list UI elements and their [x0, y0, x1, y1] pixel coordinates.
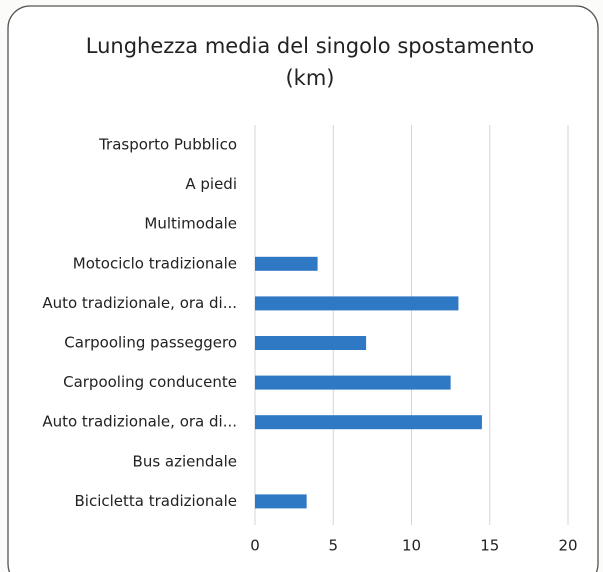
y-tick-label: Bicicletta tradizionale [75, 492, 237, 510]
x-tick-label: 0 [250, 537, 260, 555]
y-tick-label: Motociclo tradizionale [73, 254, 237, 272]
y-tick-label: Carpooling passeggero [64, 334, 237, 352]
x-tick-label: 5 [328, 537, 338, 555]
y-tick-label: A piedi [185, 175, 237, 193]
x-tick-label: 10 [402, 537, 421, 555]
x-tick-label: 15 [480, 537, 499, 555]
y-tick-label: Bus aziendale [133, 452, 237, 470]
bar [255, 494, 307, 509]
x-tick-label: 20 [558, 537, 577, 555]
y-tick-label: Auto tradizionale, ora di... [42, 294, 237, 312]
bar [255, 256, 318, 271]
bar [255, 375, 451, 390]
bar [255, 336, 367, 350]
chart-frame [7, 5, 599, 572]
bar [255, 415, 482, 430]
bar [255, 296, 459, 311]
y-tick-label: Auto tradizionale, ora di... [42, 413, 237, 431]
y-tick-label: Carpooling conducente [63, 373, 237, 391]
y-tick-label: Multimodale [144, 215, 237, 233]
chart-title: Lunghezza media del singolo spostamento … [85, 34, 535, 90]
y-tick-label: Trasporto Pubblico [98, 136, 237, 154]
